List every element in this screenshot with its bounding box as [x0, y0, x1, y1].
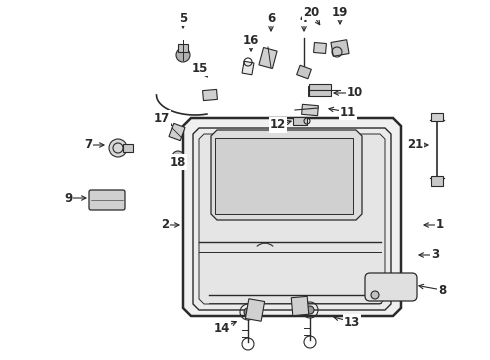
- Text: 13: 13: [344, 315, 360, 328]
- Polygon shape: [169, 123, 185, 141]
- Text: 14: 14: [214, 321, 230, 334]
- Polygon shape: [245, 299, 265, 321]
- Text: 2: 2: [161, 219, 169, 231]
- Polygon shape: [431, 176, 443, 186]
- Text: 5: 5: [179, 12, 187, 24]
- Polygon shape: [174, 160, 182, 166]
- Text: 20: 20: [303, 5, 319, 18]
- Text: 17: 17: [154, 112, 170, 125]
- Circle shape: [176, 48, 190, 62]
- Polygon shape: [331, 40, 349, 56]
- Text: 8: 8: [438, 284, 446, 297]
- Circle shape: [109, 139, 127, 157]
- Circle shape: [244, 308, 252, 316]
- Text: 12: 12: [270, 118, 286, 131]
- Polygon shape: [301, 104, 319, 116]
- Polygon shape: [259, 48, 277, 68]
- Text: 21: 21: [407, 139, 423, 152]
- Polygon shape: [309, 84, 331, 96]
- Polygon shape: [178, 44, 188, 52]
- Polygon shape: [202, 89, 218, 100]
- Polygon shape: [431, 113, 443, 121]
- Text: 16: 16: [243, 33, 259, 46]
- Polygon shape: [123, 144, 133, 152]
- Circle shape: [371, 291, 379, 299]
- Circle shape: [306, 306, 314, 314]
- Text: 7: 7: [84, 139, 92, 152]
- Polygon shape: [215, 138, 353, 214]
- Text: 11: 11: [340, 105, 356, 118]
- Text: 18: 18: [170, 156, 186, 168]
- Text: 1: 1: [436, 219, 444, 231]
- Polygon shape: [314, 42, 326, 54]
- Text: 19: 19: [332, 5, 348, 18]
- Polygon shape: [242, 61, 254, 75]
- Circle shape: [172, 151, 184, 163]
- Polygon shape: [199, 134, 385, 304]
- Polygon shape: [211, 130, 362, 220]
- Text: 15: 15: [192, 62, 208, 75]
- FancyBboxPatch shape: [365, 273, 417, 301]
- Polygon shape: [296, 65, 311, 79]
- Text: 4: 4: [300, 12, 308, 24]
- FancyBboxPatch shape: [89, 190, 125, 210]
- Text: 3: 3: [431, 248, 439, 261]
- Polygon shape: [183, 118, 401, 316]
- Text: 10: 10: [347, 86, 363, 99]
- Text: 6: 6: [267, 12, 275, 24]
- Polygon shape: [291, 296, 309, 316]
- Polygon shape: [293, 117, 307, 125]
- Text: 9: 9: [64, 192, 72, 204]
- Polygon shape: [193, 128, 391, 310]
